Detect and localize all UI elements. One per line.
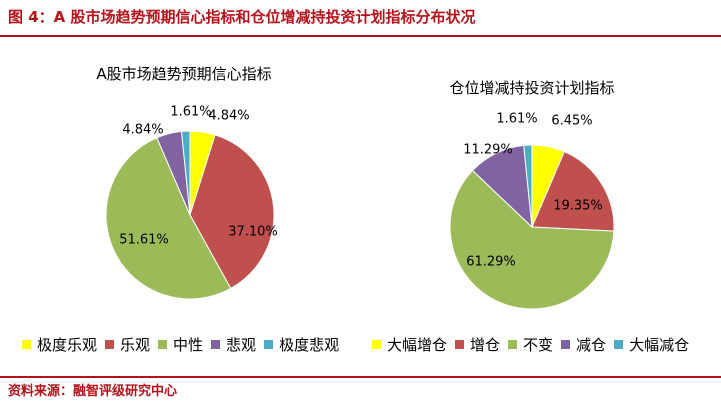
data-label-0-1: 37.10% xyxy=(228,225,278,240)
data-label-1-0: 6.45% xyxy=(551,114,592,129)
legend-item-1-0: 大幅增仓 xyxy=(372,334,447,355)
pie-slice-1-4 xyxy=(523,144,533,228)
pie-slice-1-2 xyxy=(449,169,615,310)
chart-title-position: 仓位增减持投资计划指标 xyxy=(449,79,615,97)
legend-swatch xyxy=(105,340,115,349)
legend-item-0-0: 极度乐观 xyxy=(22,334,97,355)
pie-slice-0-4 xyxy=(180,130,191,216)
legend-swatch xyxy=(264,340,274,349)
legend-item-1-3: 减仓 xyxy=(561,334,606,355)
data-label-1-2: 61.29% xyxy=(466,255,516,270)
pie-slice-1-1 xyxy=(531,150,615,232)
legend-label: 乐观 xyxy=(120,336,151,354)
pie-charts: 4.84%37.10%51.61%4.84%1.61%6.45%19.35%61… xyxy=(105,105,615,310)
legend-item-1-2: 不变 xyxy=(508,334,553,355)
legend-position: 大幅增仓 增仓 不变 减仓 大幅减仓 xyxy=(372,334,697,355)
data-label-0-2: 51.61% xyxy=(119,233,169,248)
legend-label: 大幅减仓 xyxy=(629,336,690,354)
data-label-0-3: 4.84% xyxy=(122,123,163,138)
legend-label: 增仓 xyxy=(470,336,501,354)
legend-label: 不变 xyxy=(523,336,554,354)
legend-sentiment: 极度乐观 乐观 中性 悲观 极度悲观 xyxy=(22,334,347,355)
chart-title-sentiment: A股市场趋势预期信心指标 xyxy=(96,65,272,83)
source-divider xyxy=(0,376,721,378)
data-label-0-4: 1.61% xyxy=(170,105,211,120)
legend-label: 中性 xyxy=(173,336,204,354)
legend-item-0-1: 乐观 xyxy=(105,334,150,355)
legend-item-0-3: 悲观 xyxy=(211,334,256,355)
legend-item-0-4: 极度悲观 xyxy=(264,334,339,355)
legend-swatch xyxy=(508,340,518,349)
legend-swatch xyxy=(158,340,168,349)
legend-label: 减仓 xyxy=(576,336,607,354)
legend-item-1-4: 大幅减仓 xyxy=(614,334,689,355)
source-note: 资料来源：融智评级研究中心 xyxy=(8,384,178,399)
data-label-1-1: 19.35% xyxy=(553,199,603,214)
legend-swatch xyxy=(372,340,381,349)
title-divider xyxy=(0,35,721,37)
legend-label: 大幅增仓 xyxy=(387,336,448,354)
legend-swatch xyxy=(211,340,221,349)
legend-swatch xyxy=(561,340,571,349)
legend-swatch xyxy=(455,340,465,349)
legend-item-0-2: 中性 xyxy=(158,334,203,355)
pie-slice-0-2 xyxy=(105,137,232,300)
legend-label: 极度悲观 xyxy=(279,336,340,354)
legend-swatch xyxy=(22,340,31,349)
figure-title: 图 4：A 股市场趋势预期信心指标和仓位增减持投资计划指标分布状况 xyxy=(8,8,476,26)
legend-item-1-1: 增仓 xyxy=(455,334,500,355)
legend-swatch xyxy=(614,340,624,349)
data-label-0-0: 4.84% xyxy=(208,109,249,124)
legend-label: 悲观 xyxy=(226,336,257,354)
data-label-1-3: 11.29% xyxy=(463,143,513,158)
data-label-1-4: 1.61% xyxy=(496,112,537,127)
legend-label: 极度乐观 xyxy=(37,336,98,354)
pie-slice-0-1 xyxy=(189,134,275,290)
